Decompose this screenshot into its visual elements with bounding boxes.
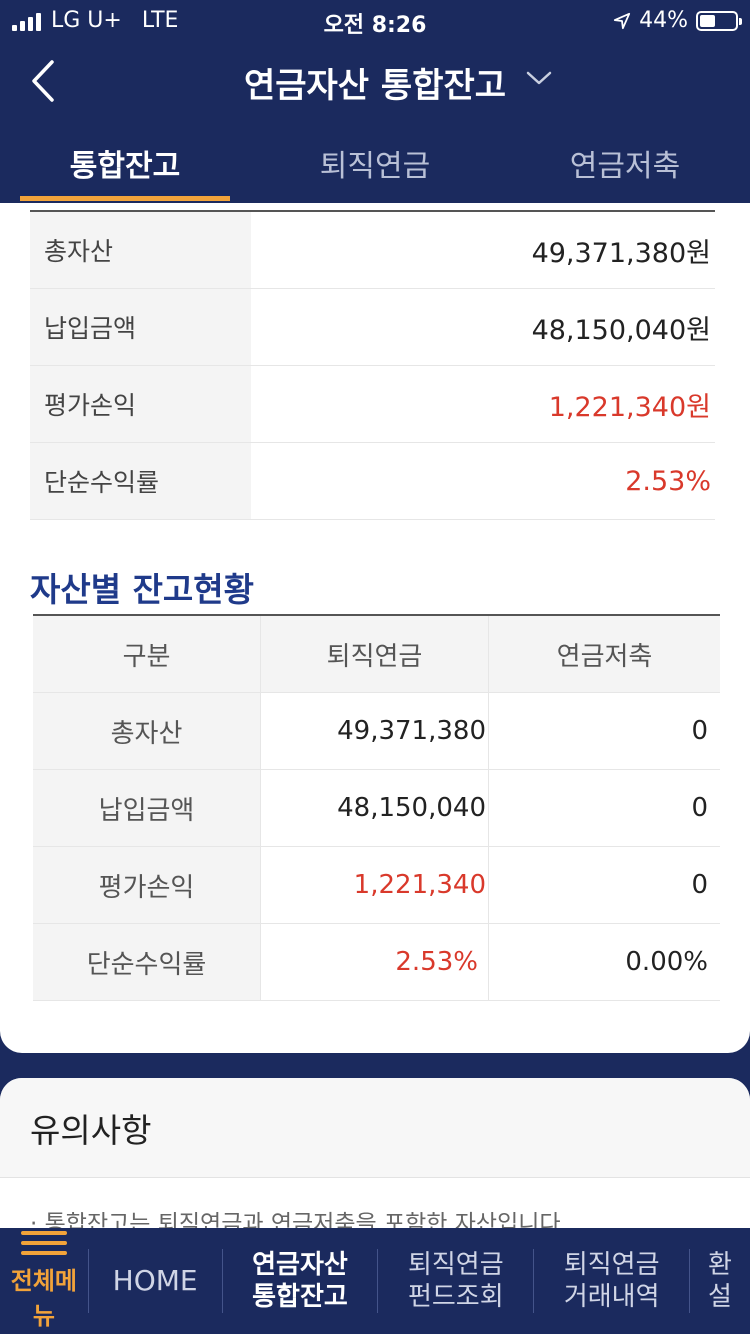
summary-value: 2.53% [251, 443, 715, 519]
nav-label-line1: 퇴직연금 [534, 1249, 689, 1281]
column-header: 구분 [33, 616, 261, 692]
summary-label: 단순수익률 [30, 443, 251, 519]
location-arrow-icon [613, 12, 631, 30]
battery-icon [696, 11, 738, 31]
row-label: 단순수익률 [33, 924, 261, 1000]
app-header: 연금자산 통합잔고 [0, 40, 750, 125]
summary-row: 평가손익 1,221,340원 [30, 366, 715, 443]
table-row: 납입금액 48,150,040 0 [33, 770, 720, 847]
table-row: 평가손익 1,221,340 0 [33, 847, 720, 924]
nav-label-line1: 환 [708, 1249, 750, 1281]
nav-label-line1: 퇴직연금 [378, 1249, 533, 1281]
savings-value: 0 [489, 770, 720, 846]
summary-row: 단순수익률 2.53% [30, 443, 715, 520]
nav-pension-integrated-balance[interactable]: 연금자산 통합잔고 [222, 1249, 377, 1313]
nav-label-line2: 펀드조회 [378, 1281, 533, 1313]
status-bar: LG U+ LTE 오전 8:26 44% [0, 0, 750, 40]
summary-label: 총자산 [30, 212, 251, 288]
tab-retirement-pension[interactable]: 퇴직연금 [250, 125, 500, 203]
notice-title[interactable]: 유의사항 [0, 1078, 750, 1178]
battery-percent: 44% [639, 8, 688, 33]
chevron-down-icon[interactable] [526, 70, 552, 86]
summary-value: 1,221,340원 [251, 366, 715, 442]
table-header-row: 구분 퇴직연금 연금저축 [33, 616, 720, 693]
retirement-value: 1,221,340 [261, 847, 489, 923]
asset-table: 구분 퇴직연금 연금저축 총자산 49,371,380 0 납입금액 48,15… [33, 614, 720, 1001]
summary-label: 납입금액 [30, 289, 251, 365]
nav-label-line2: 설 [708, 1281, 750, 1313]
summary-value: 48,150,040원 [251, 289, 715, 365]
nav-label-line2: 통합잔고 [222, 1281, 377, 1313]
summary-table: 총자산 49,371,380원 납입금액 48,150,040원 평가손익 1,… [30, 210, 715, 520]
balance-card: 총자산 49,371,380원 납입금액 48,150,040원 평가손익 1,… [0, 203, 750, 1053]
column-header: 퇴직연금 [261, 616, 489, 692]
row-label: 평가손익 [33, 847, 261, 923]
hamburger-icon [21, 1231, 67, 1255]
retirement-value: 49,371,380 [261, 693, 489, 769]
nav-retirement-fund-inquiry[interactable]: 퇴직연금 펀드조회 [378, 1249, 533, 1313]
tab-integrated-balance[interactable]: 통합잔고 [0, 125, 250, 203]
nav-item-partial[interactable]: 환 설 [690, 1249, 750, 1313]
row-label: 총자산 [33, 693, 261, 769]
summary-row: 총자산 49,371,380원 [30, 212, 715, 289]
savings-value: 0.00% [489, 924, 720, 1000]
summary-label: 평가손익 [30, 366, 251, 442]
column-header: 연금저축 [489, 616, 720, 692]
savings-value: 0 [489, 693, 720, 769]
home-button[interactable]: HOME [89, 1265, 222, 1297]
all-menu-label: 전체메뉴 [0, 1261, 88, 1331]
nav-retirement-transactions[interactable]: 퇴직연금 거래내역 [534, 1249, 689, 1313]
retirement-value: 48,150,040 [261, 770, 489, 846]
savings-value: 0 [489, 847, 720, 923]
page-title[interactable]: 연금자산 통합잔고 [0, 58, 750, 107]
nav-label-line1: 연금자산 [222, 1249, 377, 1281]
summary-row: 납입금액 48,150,040원 [30, 289, 715, 366]
row-label: 납입금액 [33, 770, 261, 846]
summary-value: 49,371,380원 [251, 212, 715, 288]
table-row: 총자산 49,371,380 0 [33, 693, 720, 770]
bottom-nav: 전체메뉴 HOME 연금자산 통합잔고 퇴직연금 펀드조회 퇴직연금 거래내역 … [0, 1228, 750, 1334]
tab-pension-savings[interactable]: 연금저축 [500, 125, 750, 203]
all-menu-button[interactable]: 전체메뉴 [0, 1231, 88, 1331]
nav-label-line2: 거래내역 [534, 1281, 689, 1313]
section-title: 자산별 잔고현황 [30, 563, 254, 611]
tab-bar: 통합잔고 퇴직연금 연금저축 [0, 125, 750, 203]
retirement-value: 2.53% [261, 924, 489, 1000]
table-row: 단순수익률 2.53% 0.00% [33, 924, 720, 1001]
